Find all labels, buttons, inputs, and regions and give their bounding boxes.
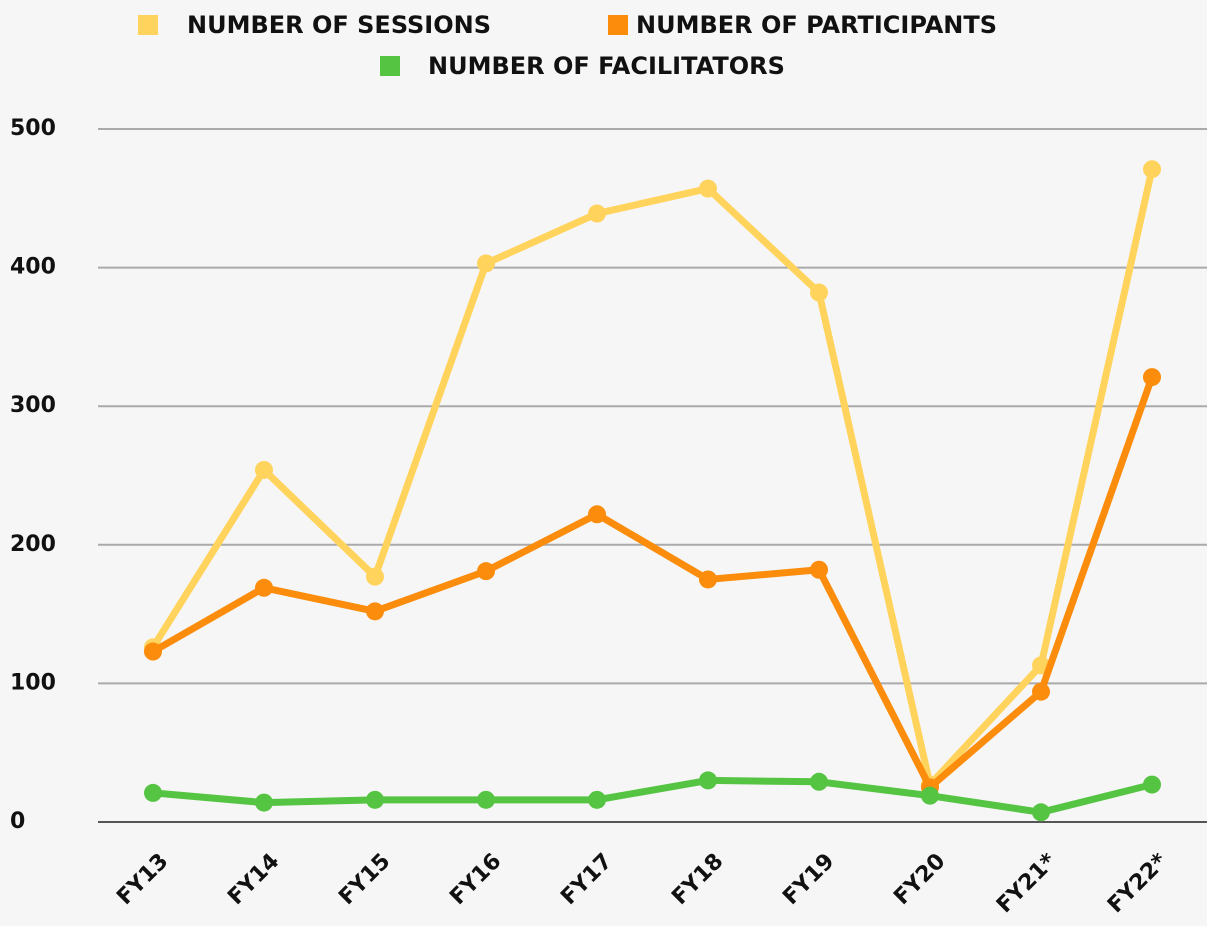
data-point: [699, 771, 717, 790]
data-point: [1143, 160, 1161, 179]
data-point: [588, 204, 606, 223]
data-point: [921, 786, 939, 805]
data-point: [366, 567, 384, 586]
data-point: [1032, 682, 1050, 701]
data-point: [144, 642, 162, 661]
x-tick-label: FY22*: [1103, 848, 1173, 918]
data-point: [255, 460, 273, 479]
data-point: [477, 254, 495, 273]
data-point: [810, 560, 828, 579]
data-point: [699, 179, 717, 198]
data-point: [699, 570, 717, 589]
legend-label: NUMBER OF FACILITATORS: [428, 52, 785, 80]
x-tick-label: FY13: [112, 849, 173, 910]
x-tick-label: FY15: [334, 849, 395, 910]
x-tick-label: FY16: [445, 849, 506, 910]
series-line: [150, 168, 1156, 789]
data-point: [1143, 775, 1161, 794]
x-tick-label: FY19: [778, 849, 839, 910]
series-line: [151, 375, 1156, 791]
data-point: [144, 783, 162, 802]
x-tick-label: FY14: [223, 849, 284, 910]
data-point: [1143, 368, 1161, 387]
x-tick-label: FY18: [667, 849, 728, 910]
data-point: [588, 505, 606, 524]
data-point: [366, 790, 384, 809]
y-tick-label: 300: [10, 393, 56, 418]
data-point: [810, 772, 828, 791]
data-point: [255, 578, 273, 597]
y-tick-label: 100: [10, 670, 56, 695]
data-point: [810, 283, 828, 302]
y-tick-label: 0: [10, 809, 25, 834]
y-tick-label: 400: [10, 255, 56, 280]
x-tick-label: FY17: [556, 849, 617, 910]
y-tick-label: 200: [10, 532, 56, 557]
x-tick-label: FY21*: [992, 848, 1062, 918]
series-line: [152, 776, 1153, 816]
legend-swatch: [138, 15, 158, 35]
data-point: [255, 793, 273, 812]
data-point: [1032, 803, 1050, 822]
x-tick-label: FY20: [889, 849, 950, 910]
y-tick-label: 500: [10, 116, 56, 141]
legend-label: NUMBER OF PARTICIPANTS: [636, 11, 997, 39]
data-point: [588, 790, 606, 809]
data-point: [477, 790, 495, 809]
legend-swatch: [380, 56, 400, 76]
legend-label: NUMBER OF SESSIONS: [187, 11, 491, 39]
data-point: [366, 602, 384, 621]
legend-swatch: [608, 15, 628, 35]
data-point: [477, 562, 495, 581]
